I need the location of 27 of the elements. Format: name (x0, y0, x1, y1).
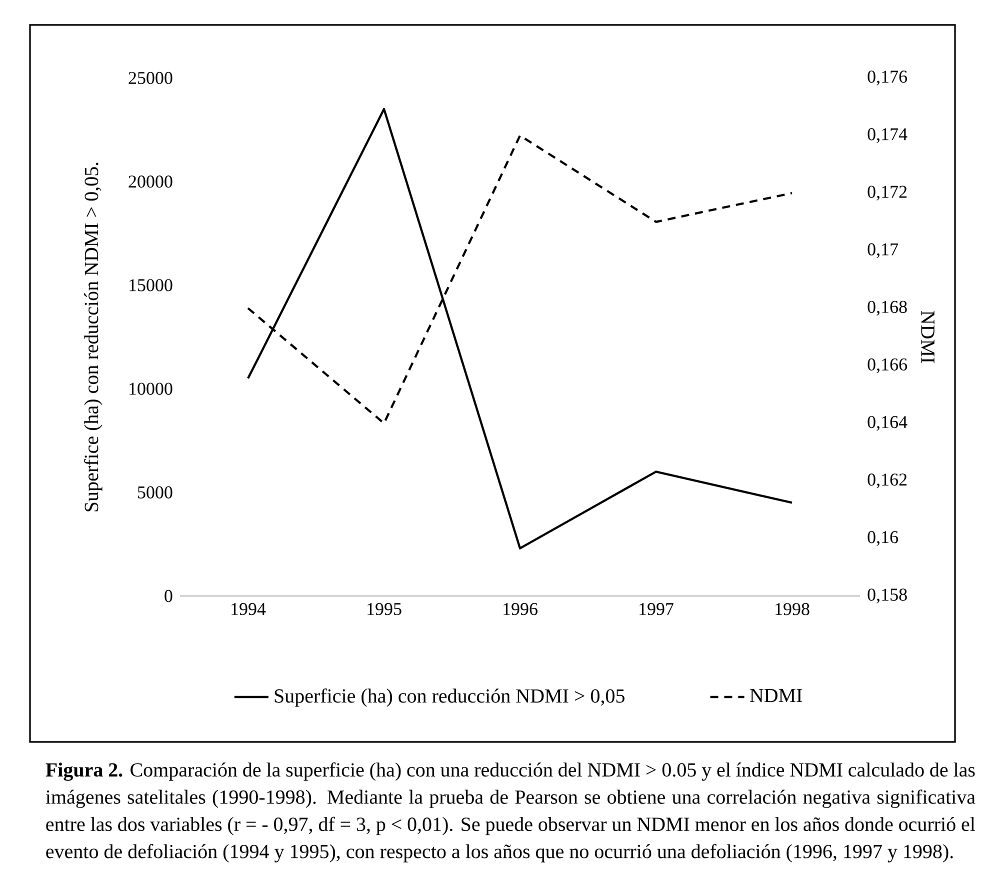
y-tick-label: 20000 (128, 176, 172, 188)
y2-tick-label: 0,16 (868, 531, 898, 546)
x-tick-label: 1994 (232, 603, 266, 616)
y2-tick-label: 0,174 (868, 128, 908, 143)
y2-tick-label: 0,172 (868, 186, 907, 200)
y2-tick-label: 0,162 (868, 474, 907, 488)
y2-axis-title: NDMI (921, 310, 934, 363)
y-tick-label: 25000 (128, 72, 172, 84)
y-tick-label: 5000 (138, 486, 172, 498)
y2-tick-label: 0,168 (868, 300, 907, 316)
x-tick-label: 1996 (504, 603, 538, 616)
y-tick-label: 15000 (130, 279, 172, 292)
legend-label: NDMI (750, 688, 802, 702)
y2-tick-label: 0,17 (868, 243, 898, 258)
y2-tick-label: 0,176 (868, 70, 908, 86)
y-tick-label: 10000 (130, 382, 172, 395)
x-tick-label: 1997 (640, 603, 674, 616)
legend-label: Superficie (ha) con reducción NDMI > 0,05 (274, 688, 624, 707)
line-series (246, 108, 794, 550)
text: Figura 2. Comparación de la superficie (ha) con una reducción del NDMI > 0.05 y el índice NDMI calculado de las imágenes satelitales (1990-1998). Mediante la prueba de Pearson se obtiene una correlación negativa significativa entre las dos variables (r = - 0,97, df = 3, p < 0,01). Se puede observar un NDMI menor en los años donde ocurrió el evento de defoliación (1994 y 1995), con respecto a los años que no ocurrió una defoliación (1996, 1997 y 1998). (46, 762, 976, 862)
y2-tick-label: 0,164 (868, 416, 908, 431)
x-tick-label: 1995 (368, 603, 402, 616)
y2-tick-label: 0,158 (868, 588, 907, 604)
x-tick-label: 1998 (776, 603, 810, 616)
y-tick-label: 0 (164, 590, 172, 602)
y2-tick-label: 0,166 (868, 358, 908, 374)
y-axis-title: Superfice (ha) con reducción NDMI > 0,05. (84, 162, 102, 512)
